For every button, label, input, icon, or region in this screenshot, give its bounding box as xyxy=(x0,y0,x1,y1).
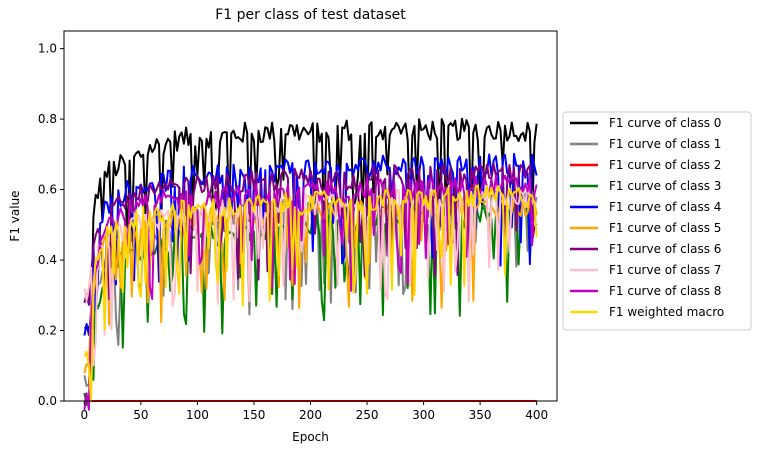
legend-label-8: F1 curve of class 8 xyxy=(609,284,721,298)
x-tick-label-0: 0 xyxy=(81,408,89,422)
legend-label-1: F1 curve of class 1 xyxy=(609,137,721,151)
legend-label-5: F1 curve of class 5 xyxy=(609,221,721,235)
y-tick-label-1: 0.2 xyxy=(38,324,57,338)
legend-label-9: F1 weighted macro xyxy=(609,305,724,319)
x-axis-ticks: 0 50 100 150 200 250 300 350 400 xyxy=(81,401,548,422)
legend-box xyxy=(562,111,752,331)
legend-label-0: F1 curve of class 0 xyxy=(609,116,721,130)
x-tick-label-3: 150 xyxy=(243,408,266,422)
y-tick-label-3: 0.6 xyxy=(38,183,57,197)
series-line-0 xyxy=(84,117,538,335)
y-tick-label-4: 0.8 xyxy=(38,112,57,126)
y-tick-label-2: 0.4 xyxy=(38,253,57,267)
chart-title: F1 per class of test dataset xyxy=(215,7,406,23)
x-tick-label-2: 100 xyxy=(186,408,209,422)
y-axis-ticks: 0.0 0.2 0.4 0.6 0.8 1.0 xyxy=(38,42,64,408)
y-tick-label-5: 1.0 xyxy=(38,42,57,56)
legend-items: F1 curve of class 0 F1 curve of class 1 F1… xyxy=(570,116,724,319)
legend-label-7: F1 curve of class 7 xyxy=(609,263,721,277)
x-tick-label-7: 350 xyxy=(469,408,492,422)
series-line-9 xyxy=(83,184,538,402)
x-tick-label-6: 300 xyxy=(412,408,435,422)
legend-label-3: F1 curve of class 3 xyxy=(609,179,721,193)
x-tick-label-8: 400 xyxy=(525,408,548,422)
series-line-8 xyxy=(83,174,538,411)
legend-label-6: F1 curve of class 6 xyxy=(609,242,721,256)
x-axis-label: Epoch xyxy=(292,430,329,444)
plot-area xyxy=(63,30,558,411)
legend-label-4: F1 curve of class 4 xyxy=(609,200,721,214)
y-tick-label-0: 0.0 xyxy=(38,394,57,408)
x-tick-label-1: 50 xyxy=(133,408,148,422)
x-tick-label-4: 200 xyxy=(299,408,322,422)
y-axis-label: F1 value xyxy=(8,190,22,241)
x-tick-label-5: 250 xyxy=(356,408,379,422)
legend-label-2: F1 curve of class 2 xyxy=(609,158,721,172)
series-lines xyxy=(83,117,538,411)
legend: F1 curve of class 0 F1 curve of class 1 F1… xyxy=(562,111,752,331)
